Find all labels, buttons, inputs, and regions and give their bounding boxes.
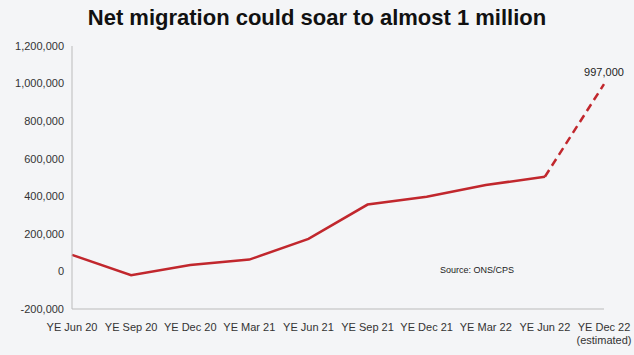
svg-text:YE Dec 21: YE Dec 21 <box>400 321 453 333</box>
svg-text:YE Sep 20: YE Sep 20 <box>105 321 158 333</box>
html-text:Net migration could soar to al: Net migration could soar to almost 1 mil… <box>87 5 547 30</box>
svg-text:800,000: 800,000 <box>24 115 64 127</box>
svg-text:997,000: 997,000 <box>584 66 624 78</box>
svg-text:400,000: 400,000 <box>24 190 64 202</box>
svg-text:0: 0 <box>58 265 64 277</box>
svg-text:YE Mar 22: YE Mar 22 <box>460 321 512 333</box>
svg-text:-200,000: -200,000 <box>21 303 64 315</box>
svg-text:YE Jun 20: YE Jun 20 <box>47 321 98 333</box>
svg-text:YE Sep 21: YE Sep 21 <box>341 321 394 333</box>
svg-text:YE Mar 21: YE Mar 21 <box>223 321 275 333</box>
svg-text:1,000,000: 1,000,000 <box>15 77 64 89</box>
svg-text:YE Jun 21: YE Jun 21 <box>283 321 334 333</box>
svg-text:YE Dec 22(estimated): YE Dec 22(estimated) <box>576 321 631 346</box>
svg-text:600,000: 600,000 <box>24 153 64 165</box>
svg-text:YE Jun 22: YE Jun 22 <box>520 321 571 333</box>
svg-text:200,000: 200,000 <box>24 228 64 240</box>
svg-text:1,200,000: 1,200,000 <box>15 40 64 52</box>
html-text:Source: ONS/CPS: Source: ONS/CPS <box>440 265 514 275</box>
svg-text:YE Dec 20: YE Dec 20 <box>164 321 217 333</box>
